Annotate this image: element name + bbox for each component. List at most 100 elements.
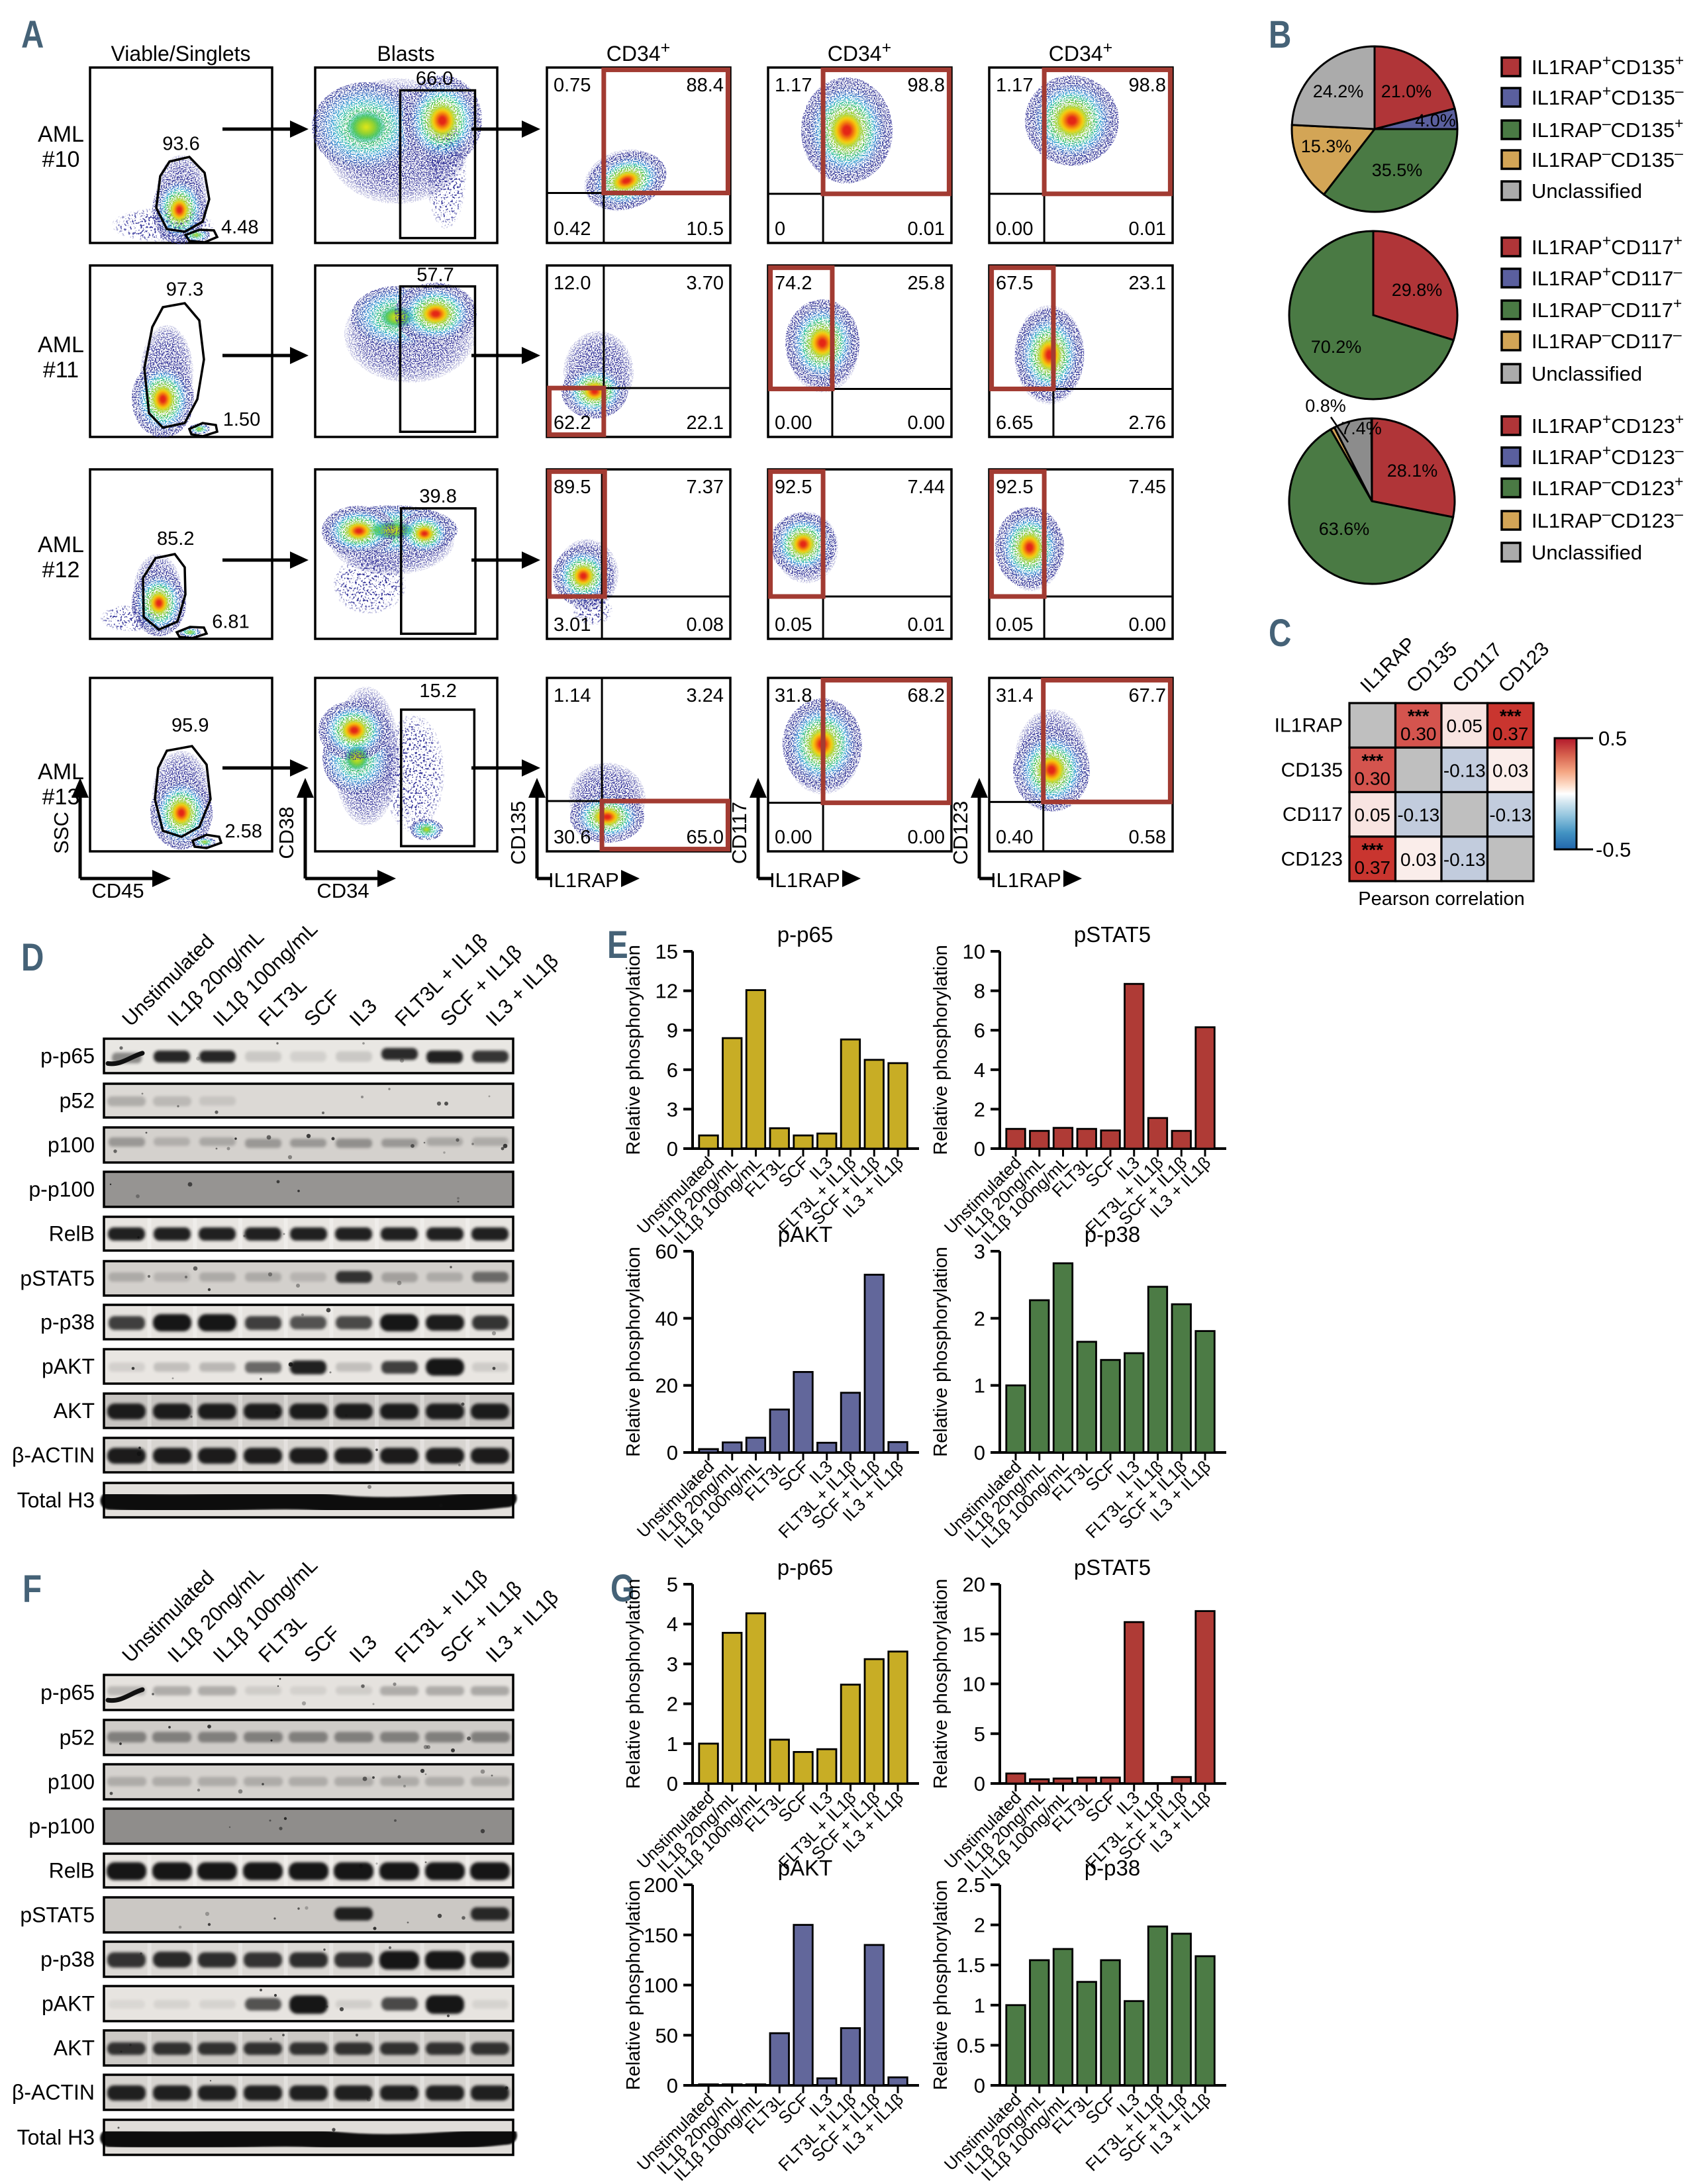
svg-text:88.4: 88.4 [687, 75, 724, 96]
svg-text:7.45: 7.45 [1129, 477, 1166, 498]
svg-text:#11: #11 [43, 357, 79, 383]
svg-text:0: 0 [667, 1441, 678, 1464]
svg-text:6.81: 6.81 [212, 611, 249, 632]
svg-text:Relative phosphorylation: Relative phosphorylation [623, 1247, 644, 1457]
svg-text:IL1RAP–CD135+: IL1RAP–CD135+ [1531, 115, 1684, 142]
svg-text:24.2%: 24.2% [1313, 81, 1364, 101]
svg-text:3.24: 3.24 [687, 685, 724, 706]
svg-text:67.5: 67.5 [996, 273, 1033, 294]
svg-text:2: 2 [974, 1914, 985, 1937]
svg-text:2: 2 [667, 1693, 678, 1716]
svg-text:0.5: 0.5 [1598, 727, 1627, 750]
svg-text:Relative phosphorylation: Relative phosphorylation [930, 1880, 951, 2091]
svg-text:IL1RAP: IL1RAP [548, 869, 619, 892]
svg-text:AML: AML [38, 759, 84, 784]
svg-text:0: 0 [974, 1137, 985, 1161]
svg-text:Relative phosphorylation: Relative phosphorylation [623, 945, 644, 1155]
svg-text:66.0: 66.0 [416, 68, 453, 89]
svg-text:#10: #10 [42, 147, 80, 172]
svg-text:20: 20 [963, 1573, 985, 1596]
svg-text:D: D [21, 937, 44, 980]
svg-text:B: B [1269, 14, 1291, 57]
svg-text:0.58: 0.58 [1129, 827, 1166, 848]
svg-text:CD45: CD45 [91, 879, 144, 902]
svg-text:0.01: 0.01 [908, 218, 945, 240]
svg-text:A: A [21, 14, 44, 57]
svg-text:4: 4 [667, 1613, 678, 1636]
svg-text:0.03: 0.03 [1400, 849, 1437, 870]
svg-text:2.76: 2.76 [1129, 412, 1166, 434]
svg-text:0.03: 0.03 [1492, 760, 1529, 781]
svg-text:98.8: 98.8 [1129, 75, 1166, 96]
svg-text:-0.5: -0.5 [1596, 838, 1631, 861]
svg-text:0.01: 0.01 [908, 614, 945, 636]
svg-text:AML: AML [38, 122, 84, 147]
svg-text:1.17: 1.17 [775, 75, 812, 96]
svg-text:0.37: 0.37 [1492, 724, 1529, 744]
svg-text:3: 3 [667, 1098, 678, 1121]
svg-text:0: 0 [667, 2074, 678, 2097]
svg-text:98.8: 98.8 [908, 75, 945, 96]
svg-text:-0.13: -0.13 [1443, 849, 1486, 870]
svg-text:***: *** [1361, 750, 1383, 771]
svg-text:23.1: 23.1 [1129, 273, 1166, 294]
svg-text:***: *** [1361, 839, 1383, 860]
svg-text:7.44: 7.44 [908, 477, 945, 498]
svg-text:35.5%: 35.5% [1372, 160, 1423, 180]
svg-text:IL1RAP: IL1RAP [769, 869, 840, 892]
svg-text:29.8%: 29.8% [1392, 280, 1443, 300]
svg-text:10: 10 [963, 940, 985, 963]
svg-text:β-ACTIN: β-ACTIN [12, 1443, 95, 1467]
svg-text:4.0%: 4.0% [1415, 111, 1456, 130]
svg-text:95.9: 95.9 [171, 715, 209, 736]
svg-text:31.8: 31.8 [775, 685, 812, 706]
svg-text:IL1RAP–CD123–: IL1RAP–CD123– [1531, 505, 1683, 532]
svg-text:IL1RAP+CD117+: IL1RAP+CD117+ [1531, 232, 1682, 259]
svg-text:0.75: 0.75 [554, 75, 591, 96]
svg-text:7.37: 7.37 [687, 477, 724, 498]
svg-text:0.00: 0.00 [775, 827, 812, 848]
svg-text:CD117: CD117 [1283, 804, 1343, 826]
svg-text:pAKT: pAKT [778, 1222, 833, 1247]
svg-text:p-p38: p-p38 [40, 1948, 95, 1971]
svg-text:pSTAT5: pSTAT5 [1074, 1555, 1151, 1580]
svg-text:pAKT: pAKT [778, 1856, 833, 1880]
svg-text:0.5: 0.5 [957, 2034, 985, 2057]
svg-text:Pearson correlation: Pearson correlation [1358, 888, 1524, 910]
svg-text:89.5: 89.5 [554, 477, 591, 498]
svg-text:6: 6 [974, 1019, 985, 1042]
svg-text:p100: p100 [48, 1133, 95, 1157]
svg-text:74.2: 74.2 [775, 273, 812, 294]
svg-text:25.8: 25.8 [908, 273, 945, 294]
svg-text:CD34+: CD34+ [607, 38, 670, 66]
svg-text:2: 2 [974, 1098, 985, 1121]
svg-text:IL1RAP–CD135–: IL1RAP–CD135– [1531, 144, 1683, 171]
svg-text:67.7: 67.7 [1129, 685, 1166, 706]
svg-text:CD38: CD38 [275, 806, 298, 859]
svg-text:0.42: 0.42 [554, 218, 591, 240]
svg-text:Total H3: Total H3 [17, 2126, 95, 2150]
svg-text:CD34: CD34 [316, 879, 369, 902]
svg-text:1: 1 [667, 1733, 678, 1756]
svg-text:15.3%: 15.3% [1301, 136, 1352, 156]
svg-text:3: 3 [667, 1652, 678, 1676]
svg-text:92.5: 92.5 [996, 477, 1033, 498]
svg-text:-0.13: -0.13 [1443, 760, 1486, 781]
svg-text:68.2: 68.2 [908, 685, 945, 706]
svg-text:p-p65: p-p65 [40, 1681, 95, 1705]
svg-text:6: 6 [667, 1059, 678, 1082]
svg-text:60: 60 [656, 1240, 678, 1263]
svg-text:CD117: CD117 [1448, 639, 1506, 697]
svg-text:7.4%: 7.4% [1341, 418, 1382, 438]
svg-text:1.17: 1.17 [996, 75, 1033, 96]
svg-text:Unclassified: Unclassified [1531, 362, 1642, 385]
svg-text:50: 50 [656, 2024, 678, 2047]
svg-text:92.5: 92.5 [775, 477, 812, 498]
svg-text:IL1RAP+CD135+: IL1RAP+CD135+ [1531, 52, 1684, 79]
svg-text:Unclassified: Unclassified [1531, 541, 1642, 564]
svg-text:93.6: 93.6 [162, 134, 199, 155]
svg-text:p-p38: p-p38 [40, 1310, 95, 1334]
svg-text:1: 1 [974, 1994, 985, 2017]
svg-text:Relative phosphorylation: Relative phosphorylation [930, 1579, 951, 1789]
svg-text:8: 8 [974, 980, 985, 1003]
